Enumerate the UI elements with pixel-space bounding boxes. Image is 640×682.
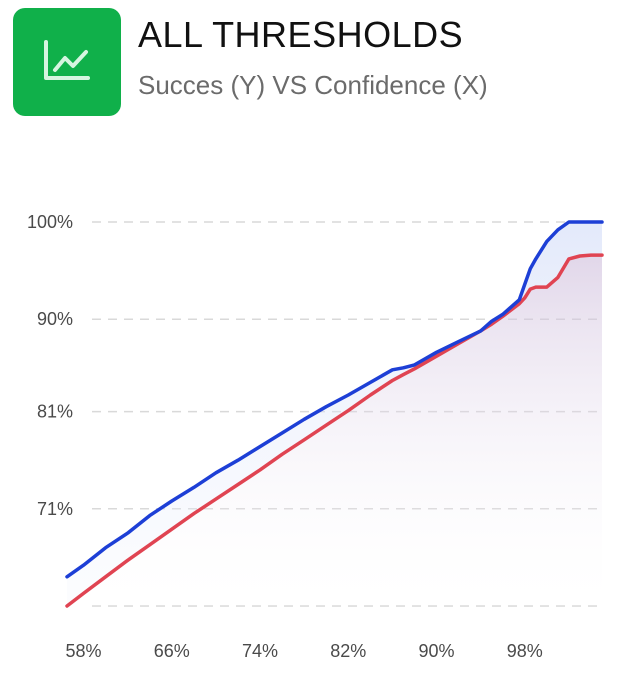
x-tick-label: 74% xyxy=(242,641,278,661)
x-tick-label: 90% xyxy=(419,641,455,661)
series-line-red xyxy=(65,253,604,608)
y-tick-label: 90% xyxy=(37,309,73,329)
area-fill-lower xyxy=(67,255,602,606)
chart-icon-tile xyxy=(13,8,121,116)
x-tick-label: 58% xyxy=(66,641,102,661)
x-tick-label: 82% xyxy=(330,641,366,661)
series-line-blue xyxy=(65,220,604,579)
chart-card: 100% 90% 81% 71% 58% 66% 74% 82% 90% 98% xyxy=(0,150,640,682)
x-tick-label: 98% xyxy=(507,641,543,661)
line-chart: 100% 90% 81% 71% 58% 66% 74% 82% 90% 98% xyxy=(27,212,604,661)
area-fill-band xyxy=(67,222,602,606)
chart-header: ALL THRESHOLDS Succes (Y) VS Confidence … xyxy=(0,0,640,130)
chart-title: ALL THRESHOLDS xyxy=(138,14,464,55)
y-tick-label: 71% xyxy=(37,499,73,519)
line-chart-icon xyxy=(44,40,90,80)
y-tick-label: 100% xyxy=(27,212,73,232)
chart-subtitle: Succes (Y) VS Confidence (X) xyxy=(138,70,488,100)
y-tick-label: 81% xyxy=(37,402,73,422)
x-tick-label: 66% xyxy=(154,641,190,661)
